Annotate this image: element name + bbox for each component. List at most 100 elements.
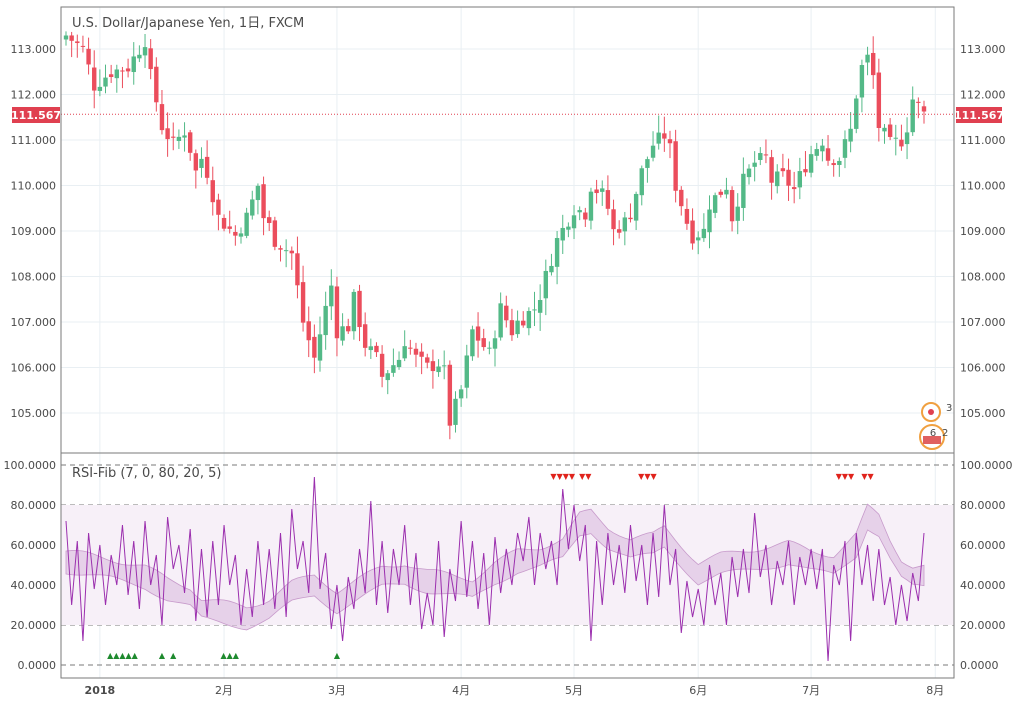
candle-body xyxy=(577,210,582,213)
candle-body xyxy=(526,310,532,329)
candle-body xyxy=(357,290,362,328)
us-flag-icon xyxy=(923,436,941,444)
price-tick-left: 110.000 xyxy=(11,180,57,193)
candle-body xyxy=(837,160,842,165)
candle-body xyxy=(910,99,915,133)
candle-body xyxy=(238,233,244,237)
candles xyxy=(63,31,927,440)
candle-body xyxy=(899,139,904,147)
price-tick-left: 107.000 xyxy=(11,316,57,329)
candle-body xyxy=(261,184,266,219)
last-price-text-left: 111.567 xyxy=(11,109,61,122)
price-tick-right: 105.000 xyxy=(960,407,1006,420)
candle-body xyxy=(210,180,215,203)
candle-body xyxy=(362,324,368,348)
candle-body xyxy=(735,206,740,221)
candle-body xyxy=(176,136,182,142)
candle-body xyxy=(786,169,791,186)
candle-body xyxy=(554,238,560,267)
rsi-pane-frame xyxy=(60,452,955,679)
candle-body xyxy=(221,217,227,229)
event-dot-icon xyxy=(928,409,934,415)
candle-body xyxy=(916,101,921,103)
candle-body xyxy=(137,54,142,59)
candle-body xyxy=(120,70,125,72)
price-tick-right: 111.000 xyxy=(960,134,1006,147)
candle-body xyxy=(75,41,80,44)
candle-body xyxy=(893,137,898,139)
candle-body xyxy=(97,86,103,91)
rsi-tick-right: 0.0000 xyxy=(960,659,999,672)
rsi-tick-left: 60.0000 xyxy=(11,539,57,552)
candle-body xyxy=(385,373,390,381)
candle-body xyxy=(758,153,763,160)
candle-body xyxy=(69,35,74,41)
candle-body xyxy=(532,309,537,311)
candle-body xyxy=(679,189,684,207)
candle-body xyxy=(876,72,882,128)
candle-body xyxy=(780,168,786,172)
candle-body xyxy=(865,54,870,63)
sell-signal-marker: ▼▼▼ xyxy=(638,472,657,481)
price-tick-right: 106.000 xyxy=(960,362,1006,375)
candle-body xyxy=(165,128,170,140)
candle-body xyxy=(481,338,486,348)
candle-body xyxy=(92,67,97,91)
candle-body xyxy=(521,320,526,326)
candle-body xyxy=(673,141,678,191)
price-tick-left: 113.000 xyxy=(11,43,57,56)
candle-body xyxy=(323,305,328,336)
sell-signal-marker: ▼▼ xyxy=(861,472,874,481)
rsi-tick-right: 40.0000 xyxy=(960,579,1006,592)
candle-body xyxy=(650,145,656,158)
x-tick-label: 7月 xyxy=(802,684,820,697)
flag-badge-a: 6 xyxy=(930,428,936,439)
price-tick-left: 111.000 xyxy=(11,134,57,147)
candle-body xyxy=(312,336,317,358)
candle-body xyxy=(108,74,114,77)
last-price-box-left xyxy=(12,107,60,123)
candle-body xyxy=(436,366,441,373)
candle-body xyxy=(250,199,255,216)
candle-body xyxy=(729,190,735,222)
candle-body xyxy=(148,48,153,70)
rsi-tick-right: 20.0000 xyxy=(960,619,1006,632)
sell-signal-marker: ▼▼▼▼ xyxy=(550,472,575,481)
candle-body xyxy=(611,209,616,230)
candle-body xyxy=(125,68,131,72)
candle-body xyxy=(763,154,769,156)
candle-body xyxy=(904,132,910,145)
buy-signal-marker: ▲ xyxy=(170,651,177,660)
price-tick-left: 106.000 xyxy=(11,362,57,375)
candle-body xyxy=(80,45,86,47)
candle-body xyxy=(583,212,588,220)
candle-body xyxy=(244,212,249,236)
candle-body xyxy=(131,56,136,73)
candle-body xyxy=(63,35,69,40)
event-badge-count: 3 xyxy=(946,403,952,414)
candle-body xyxy=(227,226,232,229)
last-price-box-right xyxy=(956,107,1002,123)
candle-body xyxy=(419,351,424,357)
candle-body xyxy=(470,329,475,357)
event-badges[interactable]: 3 6 2 xyxy=(919,402,952,450)
price-tick-left: 105.000 xyxy=(11,407,57,420)
candle-body xyxy=(831,163,836,166)
candle-body xyxy=(272,220,278,247)
candle-body xyxy=(458,389,464,399)
price-tick-right: 109.000 xyxy=(960,225,1006,238)
candle-body xyxy=(684,208,690,224)
price-tick-right: 112.000 xyxy=(960,89,1006,102)
candle-body xyxy=(233,231,238,236)
candle-body xyxy=(859,65,865,98)
candle-body xyxy=(492,338,498,349)
candle-body xyxy=(724,189,729,195)
buy-signal-marker: ▲ xyxy=(334,651,341,660)
candle-body xyxy=(882,127,887,132)
candle-body xyxy=(204,156,210,178)
candle-body xyxy=(752,162,757,167)
rsi-tick-right: 60.0000 xyxy=(960,539,1006,552)
candle-body xyxy=(199,158,204,168)
candle-body xyxy=(769,157,774,183)
